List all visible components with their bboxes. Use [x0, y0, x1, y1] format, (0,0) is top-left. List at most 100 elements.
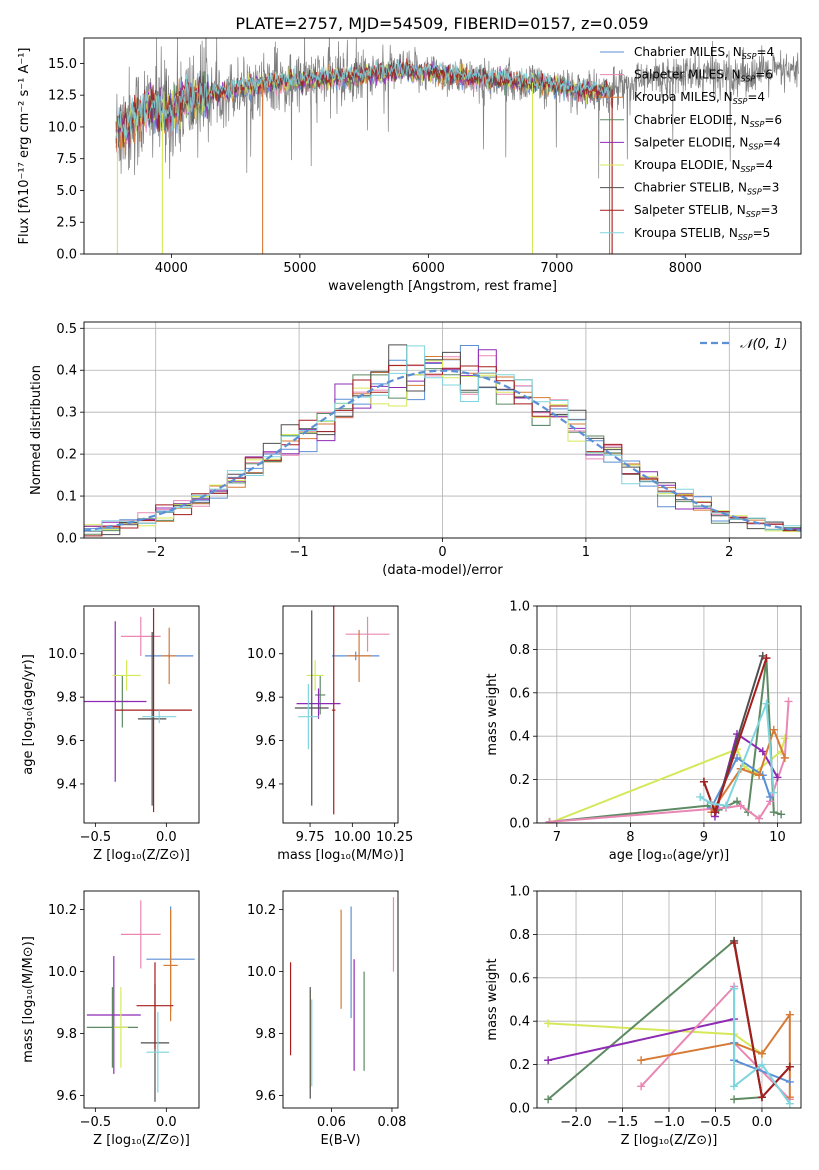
y-tick-label: 0.8	[509, 928, 530, 943]
errorbar-kroupa-elodie	[112, 660, 141, 691]
legend-entry-kroupa-stelib: Kroupa STELIB, NSSP=5	[634, 226, 770, 242]
y-tick-label: 1.0	[509, 885, 530, 900]
legend-entry-chabrier-elodie: Chabrier ELODIE, NSSP=6	[634, 113, 782, 129]
errorbar-kroupa-miles	[347, 629, 371, 682]
legend-entry-kroupa-miles: Kroupa MILES, NSSP=4	[634, 90, 765, 106]
axes-frame	[536, 605, 802, 824]
y-axis-label: mass weight	[485, 673, 500, 755]
spectrum-legend: Chabrier MILES, NSSP=4 Salpeter MILES, NS…	[600, 45, 782, 242]
weight-marker	[762, 654, 771, 663]
y-tick-label: 0.0	[56, 532, 77, 547]
weight-marker	[757, 1049, 766, 1058]
panel-weight-vs-Z: −2.0 −1.5 −1.0 −0.5 0.0 0.0 0.2 0.4 0.6 0.8 1.0 Z […	[485, 885, 802, 1148]
weight-marker	[710, 808, 719, 817]
y-tick-label: 12.5	[48, 89, 77, 104]
weight-marker	[766, 792, 775, 801]
weight-marker	[730, 1082, 739, 1091]
legend-entry-salpeter-stelib: Salpeter STELIB, NSSP=3	[634, 203, 778, 219]
axes-frame	[282, 605, 399, 824]
weight-marker	[777, 810, 786, 819]
weight-marker	[637, 1056, 646, 1065]
x-axis-label: E(B-V)	[320, 1133, 360, 1148]
x-ticks: 0.06 0.08	[317, 1108, 406, 1130]
errorbar-chabrier-stelib	[294, 610, 329, 806]
weight-marker	[785, 1010, 794, 1019]
y-tick-label: 0.2	[509, 1058, 530, 1073]
weight-marker	[736, 801, 745, 810]
x-tick-label: −2.0	[560, 1115, 592, 1130]
x-tick-label: −1.5	[607, 1115, 639, 1130]
errorbar-kroupa-elodie	[113, 987, 129, 1068]
weight-marker	[769, 808, 778, 817]
weight-marker	[544, 1056, 553, 1065]
weight-marker	[755, 814, 764, 823]
x-axis-label: mass [log₁₀(M/M⊙)]	[277, 848, 404, 863]
x-tick-label: 6000	[412, 261, 445, 276]
x-tick-label: 1	[582, 545, 590, 560]
x-axis-label: age [log₁₀(age/yr)]	[609, 848, 730, 863]
weight-marker	[780, 753, 789, 762]
legend-entry-kroupa-elodie: Kroupa ELODIE, NSSP=4	[634, 158, 773, 174]
figure-title: PLATE=2757, MJD=54509, FIBERID=0157, z=0…	[235, 14, 648, 33]
weight-marker	[785, 1099, 794, 1108]
axes-frame	[83, 890, 200, 1109]
errorbar-salpeter-elodie	[86, 956, 141, 1074]
errorbar-salpeter-miles	[120, 616, 161, 656]
errorbar-salpeter-stelib	[136, 962, 174, 1050]
x-tick-label: −0.5	[80, 1115, 112, 1130]
y-tick-label: 15.0	[48, 57, 77, 72]
weight-marker	[785, 1062, 794, 1071]
y-tick-label: 0.4	[509, 730, 530, 745]
weight-marker	[769, 788, 778, 797]
normal-curve	[84, 369, 801, 532]
weight-marker	[721, 801, 730, 810]
errorbar-kroupa-stelib	[146, 1011, 170, 1093]
y-axis-label: Normed distribution	[29, 365, 44, 495]
plot-area	[537, 606, 801, 823]
plot-area	[115, 38, 799, 254]
y-axis-label: mass [log₁₀(M/M⊙)]	[21, 936, 36, 1063]
x-tick-label: 0.06	[317, 1115, 346, 1130]
x-tick-label: −0.5	[700, 1115, 732, 1130]
errorbar-kroupa-elodie	[306, 660, 324, 691]
y-tick-label: 0.2	[56, 448, 77, 463]
x-ticks: −0.5 0.0	[80, 823, 177, 845]
x-tick-label: 0.0	[156, 830, 177, 845]
y-tick-label: 9.4	[56, 777, 77, 792]
weight-series-salpeter-stelib	[699, 654, 771, 817]
x-axis-label: Z [log₁₀(Z/Z⊙)]	[93, 848, 190, 863]
x-tick-label: 10.25	[376, 830, 413, 845]
y-tick-label: 10.2	[247, 903, 276, 918]
y-tick-label: 9.8	[56, 1027, 77, 1042]
x-ticks: 9.75 10.00 10.25	[296, 823, 413, 845]
errorbar-chabrier-elodie	[86, 987, 138, 1068]
weight-line	[549, 701, 790, 823]
x-tick-label: −1	[290, 545, 309, 560]
x-tick-label: 7	[553, 830, 561, 845]
y-tick-label: 9.6	[255, 734, 276, 749]
y-tick-label: 1.0	[509, 600, 530, 615]
y-ticks: 0.0 0.2 0.4 0.6 0.8 1.0	[509, 600, 537, 832]
weight-marker	[637, 1082, 646, 1091]
y-tick-label: 10.0	[48, 965, 77, 980]
panel-spectrum: 4000 5000 6000 7000 8000 0.0 2.5 5.0 7.5 10.0 12.5…	[17, 37, 802, 294]
x-tick-label: 9	[700, 830, 708, 845]
x-tick-label: 5000	[283, 261, 316, 276]
y-tick-label: 7.5	[56, 152, 77, 167]
y-tick-label: 9.4	[255, 777, 276, 792]
plot-area	[289, 897, 395, 1099]
y-tick-label: 9.8	[255, 691, 276, 706]
y-tick-label: 9.8	[56, 691, 77, 706]
errorbar-kroupa-miles	[162, 627, 177, 685]
y-tick-label: 9.6	[255, 1089, 276, 1104]
weight-marker	[762, 699, 771, 708]
y-tick-label: 0.8	[509, 643, 530, 658]
y-ticks: 9.4 9.6 9.8 10.0	[247, 647, 283, 792]
x-tick-label: 7000	[540, 261, 573, 276]
x-axis-label: wavelength [Angstrom, rest frame]	[328, 279, 557, 294]
y-ticks: 0.0 0.1 0.2 0.3 0.4 0.5	[56, 322, 84, 547]
y-axis-label: age [log₁₀(age/yr)]	[21, 654, 36, 775]
x-tick-label: 8	[626, 830, 634, 845]
y-tick-label: 10.0	[48, 120, 77, 135]
weight-line	[547, 1018, 735, 1062]
